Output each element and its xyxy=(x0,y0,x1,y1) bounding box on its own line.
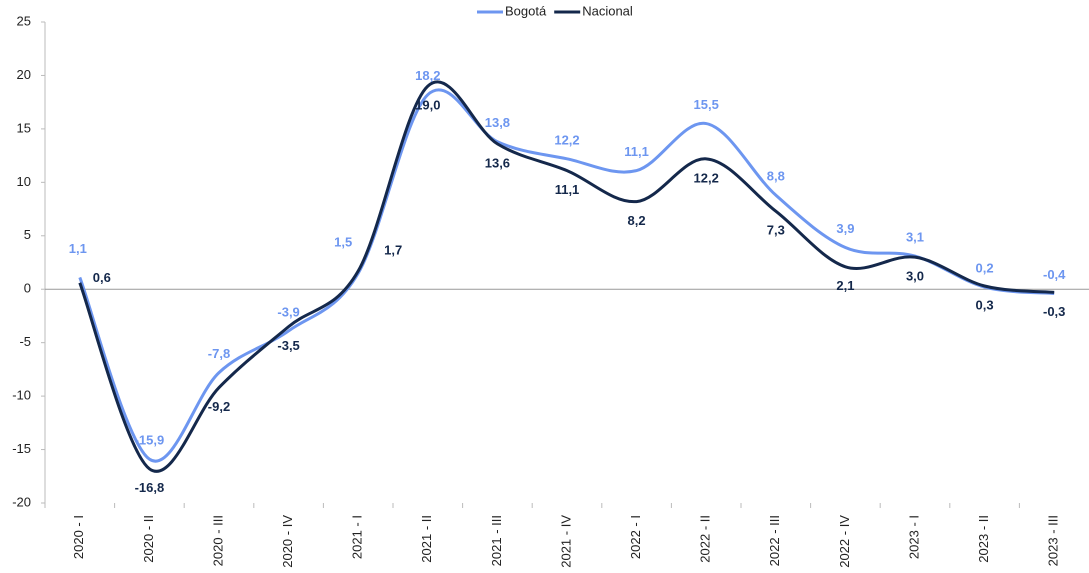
y-tick-label: -10 xyxy=(12,388,31,403)
x-tick-label: 2023 - II xyxy=(976,515,991,563)
y-tick-label: 10 xyxy=(17,174,31,189)
value-label: 0,6 xyxy=(93,270,111,285)
value-label: -9,2 xyxy=(208,399,230,414)
value-label: -0,4 xyxy=(1043,267,1066,282)
value-label: 8,2 xyxy=(628,213,646,228)
value-label: 1,1 xyxy=(69,241,87,256)
value-label: -16,8 xyxy=(135,480,165,495)
x-tick-label: 2021 - III xyxy=(489,515,504,566)
x-tick-label: 2020 - IV xyxy=(280,515,295,568)
value-label: 13,6 xyxy=(485,155,510,170)
value-label: 3,9 xyxy=(836,221,854,236)
value-label: -15,9 xyxy=(135,433,165,448)
x-tick-label: 2020 - III xyxy=(210,515,225,566)
value-label: 0,3 xyxy=(976,297,994,312)
value-label: 1,5 xyxy=(334,235,352,250)
x-tick-label: 2020 - II xyxy=(141,515,156,563)
y-tick-label: -5 xyxy=(19,334,31,349)
value-label: 8,8 xyxy=(767,169,785,184)
value-label: -7,8 xyxy=(208,346,230,361)
value-label: 7,3 xyxy=(767,223,785,238)
x-tick-label: 2020 - I xyxy=(71,515,86,559)
y-tick-label: -15 xyxy=(12,441,31,456)
y-tick-label: 15 xyxy=(17,120,31,135)
x-tick-label: 2021 - I xyxy=(350,515,365,559)
legend-label: Nacional xyxy=(582,3,633,18)
legend-label: Bogotá xyxy=(505,3,547,18)
x-tick-label: 2023 - I xyxy=(906,515,921,559)
series-line xyxy=(78,88,1055,463)
value-label: 12,2 xyxy=(694,170,719,185)
x-tick-label: 2022 - I xyxy=(628,515,643,559)
y-tick-label: 25 xyxy=(17,13,31,28)
value-label: 19,0 xyxy=(415,98,440,113)
value-label: 13,8 xyxy=(485,115,510,130)
x-tick-label: 2023 - III xyxy=(1046,515,1061,566)
value-label: 11,1 xyxy=(624,144,649,159)
value-label: 18,2 xyxy=(415,68,440,83)
value-label: 3,1 xyxy=(906,230,924,245)
y-tick-label: 20 xyxy=(17,67,31,82)
y-tick-label: -20 xyxy=(12,494,31,509)
value-label: 1,7 xyxy=(384,242,402,257)
x-tick-label: 2022 - II xyxy=(698,515,713,563)
series-line xyxy=(78,80,1055,473)
value-label: 15,5 xyxy=(694,97,719,112)
value-label: 2,1 xyxy=(836,278,854,293)
value-label: 12,2 xyxy=(554,132,579,147)
value-label: -3,9 xyxy=(277,304,299,319)
value-label: 0,2 xyxy=(976,261,994,276)
x-tick-label: 2022 - III xyxy=(767,515,782,566)
value-label: -0,3 xyxy=(1043,304,1065,319)
value-label: -3,5 xyxy=(277,338,299,353)
y-tick-label: 0 xyxy=(24,281,31,296)
value-label: 3,0 xyxy=(906,269,924,284)
y-tick-label: 5 xyxy=(24,227,31,242)
x-tick-label: 2021 - II xyxy=(419,515,434,563)
value-label: 11,1 xyxy=(555,182,580,197)
x-tick-label: 2022 - IV xyxy=(837,515,852,568)
x-tick-label: 2021 - IV xyxy=(558,515,573,568)
